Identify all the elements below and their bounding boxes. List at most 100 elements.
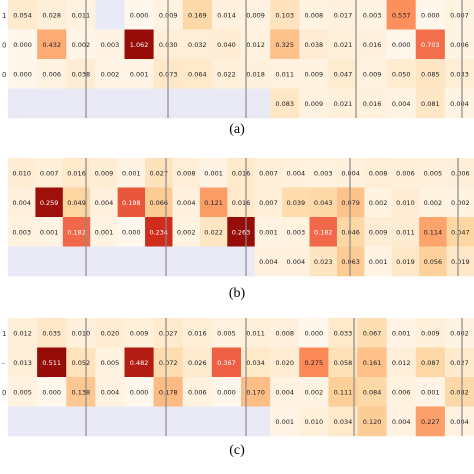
cell-value-label: 0.047 bbox=[451, 228, 470, 236]
cell-value-label: 0.178 bbox=[159, 388, 178, 396]
heatmap-cell bbox=[90, 217, 118, 247]
heatmap-cell bbox=[444, 88, 474, 119]
heatmap-cell bbox=[182, 406, 213, 437]
cell-value-label: 0.000 bbox=[42, 388, 61, 396]
cell-value-label: 0.001 bbox=[204, 169, 223, 177]
heatmap-cell bbox=[328, 59, 358, 89]
heatmap-cell bbox=[270, 29, 300, 60]
heatmap-cell bbox=[172, 246, 201, 277]
heatmap-cell bbox=[117, 158, 146, 188]
cell-value-label: 0.063 bbox=[341, 258, 360, 266]
heatmap-cell bbox=[124, 88, 154, 119]
heatmap-cell bbox=[66, 59, 96, 89]
heatmap-cell bbox=[145, 187, 173, 218]
row-label: - bbox=[2, 359, 5, 367]
cell-value-label: 0.009 bbox=[130, 329, 149, 337]
cell-value-label: 0.017 bbox=[334, 11, 353, 19]
cell-value-label: 0.275 bbox=[305, 359, 324, 367]
cell-value-label: 0.038 bbox=[72, 70, 91, 78]
heatmap-cell bbox=[391, 217, 420, 247]
heatmap-cell bbox=[270, 347, 300, 378]
heatmap-cell bbox=[199, 158, 228, 188]
cell-value-label: 0.014 bbox=[217, 11, 236, 19]
heatmap-cell bbox=[357, 347, 387, 378]
heatmap-cell bbox=[419, 217, 447, 247]
heatmap-cell bbox=[391, 187, 420, 218]
heatmap-cell bbox=[328, 0, 358, 30]
cell-value-label: 0.182 bbox=[67, 228, 86, 236]
heatmap-cell bbox=[199, 246, 228, 277]
heatmap-cell bbox=[386, 318, 417, 348]
heatmap-panel: 0.010 0.007 0.016 0.009 0.001 0.027 0.008 0.001… bbox=[8, 158, 474, 277]
cell-value-label: 0.111 bbox=[334, 388, 353, 396]
cell-value-label: 0.012 bbox=[392, 359, 411, 367]
cell-value-label: 0.114 bbox=[424, 228, 443, 236]
caption-b: (b) bbox=[228, 286, 246, 301]
cell-value-label: 0.032 bbox=[188, 41, 207, 49]
heatmap-cell bbox=[386, 29, 417, 60]
cell-value-label: 0.367 bbox=[217, 359, 236, 367]
heatmap-cell bbox=[95, 88, 125, 119]
heatmap-cell bbox=[415, 29, 446, 60]
heatmap-cell bbox=[37, 377, 67, 407]
cell-value-label: 0.056 bbox=[424, 258, 443, 266]
cell-value-label: 0.432 bbox=[42, 41, 61, 49]
heatmap-cell bbox=[357, 377, 387, 407]
cell-value-label: 0.027 bbox=[159, 329, 178, 337]
cell-value-label: 0.013 bbox=[13, 359, 32, 367]
heatmap-cell bbox=[415, 377, 446, 407]
cell-value-label: 0.002 bbox=[450, 329, 469, 337]
heatmap-cell bbox=[446, 158, 474, 188]
heatmap-cell bbox=[66, 347, 96, 378]
heatmap-cell bbox=[415, 0, 446, 30]
heatmap-panel: 1 0.012 0.035 0.010 0.020 0.009 0.027 0.016 0.00… bbox=[2, 318, 474, 437]
heatmap-cell bbox=[172, 158, 201, 188]
cell-value-label: 0.004 bbox=[259, 258, 278, 266]
heatmap-cell bbox=[182, 377, 213, 407]
heatmap-cell bbox=[37, 406, 67, 437]
cell-value-label: 0.004 bbox=[450, 418, 469, 426]
heatmap-cell bbox=[145, 158, 173, 188]
cell-value-label: 0.004 bbox=[450, 100, 469, 108]
heatmap-cell bbox=[386, 59, 417, 89]
cell-value-label: 0.016 bbox=[363, 41, 382, 49]
heatmap-cell bbox=[66, 29, 96, 60]
heatmap-cell bbox=[444, 318, 474, 348]
cell-value-label: 0.047 bbox=[334, 70, 353, 78]
cell-value-label: 0.087 bbox=[421, 359, 440, 367]
cell-value-label: 0.001 bbox=[40, 228, 59, 236]
heatmap-cell bbox=[8, 187, 36, 218]
cell-value-label: 0.016 bbox=[188, 329, 207, 337]
cell-value-label: 0.039 bbox=[287, 199, 306, 207]
row-label: 0 bbox=[2, 389, 6, 397]
cell-value-label: 0.085 bbox=[421, 70, 440, 78]
heatmap-cell bbox=[299, 29, 329, 60]
heatmap-cell bbox=[299, 347, 329, 378]
heatmap-cell bbox=[124, 29, 154, 60]
heatmap-cell bbox=[336, 217, 365, 247]
cell-value-label: 0.002 bbox=[369, 199, 388, 207]
cell-value-label: 0.046 bbox=[341, 228, 360, 236]
heatmap-cell bbox=[37, 88, 67, 119]
cell-value-label: 0.050 bbox=[392, 70, 411, 78]
cell-value-label: 0.004 bbox=[287, 258, 306, 266]
heatmap-cell bbox=[95, 347, 125, 378]
cell-value-label: 0.006 bbox=[42, 70, 61, 78]
heatmap-cell bbox=[211, 88, 242, 119]
heatmap-cell bbox=[328, 88, 358, 119]
heatmap-cell bbox=[282, 158, 310, 188]
cell-value-label: 0.008 bbox=[369, 169, 388, 177]
cell-value-label: 0.066 bbox=[149, 199, 168, 207]
cell-value-label: 0.049 bbox=[67, 199, 86, 207]
cell-value-label: 0.004 bbox=[287, 169, 306, 177]
cell-value-label: 0.011 bbox=[275, 70, 294, 78]
heatmap-panel: 1 0.054 0.028 0.011 0.000 0.009 0.169 0.014 0.00… bbox=[2, 0, 474, 119]
heatmap-cell bbox=[145, 217, 173, 247]
heatmap-cell bbox=[357, 0, 387, 30]
cell-value-label: 0.018 bbox=[246, 70, 265, 78]
heatmap-cell bbox=[299, 377, 329, 407]
heatmap-cell bbox=[357, 406, 387, 437]
cell-value-label: 0.009 bbox=[421, 329, 440, 337]
heatmap-cell bbox=[8, 0, 38, 30]
